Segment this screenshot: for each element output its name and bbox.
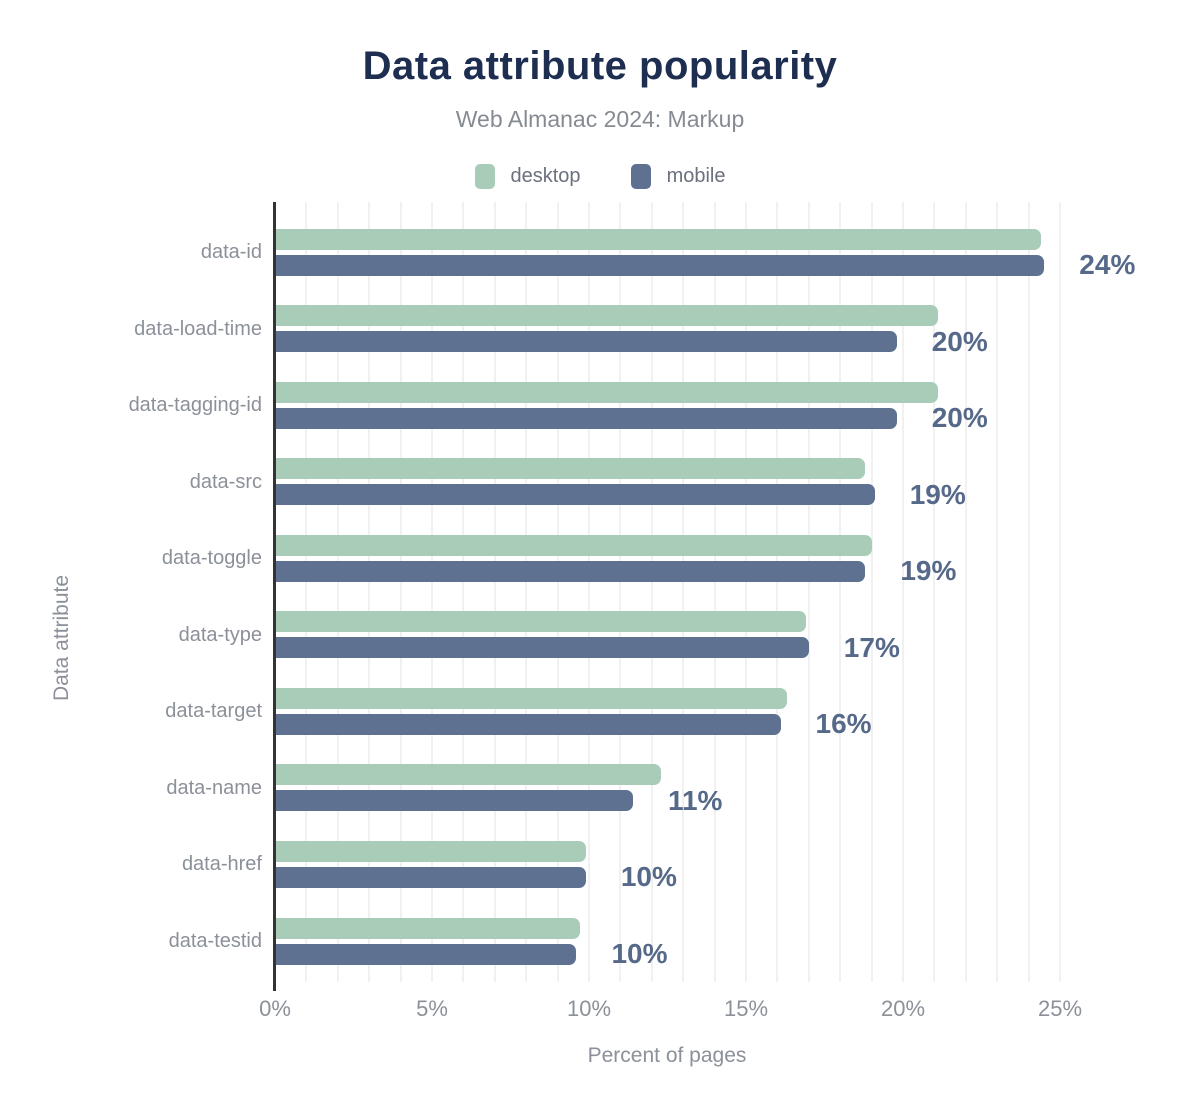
value-label-data-name: 11% xyxy=(667,784,723,816)
gridline xyxy=(493,202,496,982)
x-tick-10%: 10% xyxy=(566,996,612,1021)
category-label-data-src: data-src xyxy=(189,470,262,493)
category-label-data-testid: data-testid xyxy=(168,930,262,953)
gridline xyxy=(525,202,528,982)
legend: desktop mobile xyxy=(0,164,1200,189)
x-tick-15%: 15% xyxy=(723,996,769,1021)
category-label-data-load-time: data-load-time xyxy=(134,317,262,340)
bar-desktop-data-href xyxy=(275,840,586,862)
bar-mobile-data-href xyxy=(275,866,586,888)
bar-mobile-data-toggle xyxy=(275,560,866,582)
legend-label-mobile: mobile xyxy=(666,165,726,187)
bar-desktop-data-src xyxy=(275,458,866,480)
category-label-data-type: data-type xyxy=(178,623,262,646)
category-label-data-toggle: data-toggle xyxy=(161,547,262,570)
gridline xyxy=(588,202,590,982)
bar-desktop-data-toggle xyxy=(275,534,872,556)
gridline xyxy=(839,202,842,982)
category-label-data-href: data-href xyxy=(181,853,262,876)
bar-mobile-data-tagging-id xyxy=(275,407,897,429)
bar-desktop-data-testid xyxy=(275,917,580,939)
value-label-data-type: 17% xyxy=(843,631,900,663)
bar-mobile-data-id xyxy=(275,254,1045,276)
value-label-data-href: 10% xyxy=(620,861,677,893)
x-axis-title: Percent of pages xyxy=(587,1044,747,1067)
value-label-data-src: 19% xyxy=(909,478,966,510)
gridline xyxy=(964,202,967,982)
legend-item-desktop[interactable]: desktop xyxy=(474,164,581,189)
category-label-data-name: data-name xyxy=(166,776,262,799)
chart-title: Data attribute popularity xyxy=(362,44,838,88)
gridline xyxy=(399,202,402,982)
bar-mobile-data-load-time xyxy=(275,331,897,353)
gridline xyxy=(619,202,622,982)
bar-mobile-data-src xyxy=(275,484,875,506)
value-label-data-id: 24% xyxy=(1079,249,1136,280)
plot-area xyxy=(275,202,1061,982)
gridline xyxy=(336,202,339,982)
category-label-data-id: data-id xyxy=(200,241,262,263)
gridline xyxy=(807,202,810,982)
x-tick-0%: 0% xyxy=(259,996,291,1021)
bar-desktop-data-id xyxy=(275,228,1042,250)
gridline xyxy=(713,202,716,982)
gridline xyxy=(902,202,904,982)
value-label-data-target: 16% xyxy=(815,708,872,740)
gridline xyxy=(996,202,999,982)
x-tick-20%: 20% xyxy=(880,996,926,1021)
mobile-swatch-icon xyxy=(630,164,651,189)
gridline xyxy=(745,202,747,982)
category-label-data-tagging-id: data-tagging-id xyxy=(128,394,262,417)
x-tick-5%: 5% xyxy=(416,996,448,1021)
value-label-data-tagging-id: 20% xyxy=(931,402,988,434)
gridline xyxy=(1059,202,1061,982)
value-label-data-toggle: 19% xyxy=(900,555,957,587)
bar-desktop-data-type xyxy=(275,611,806,633)
y-axis-line xyxy=(273,202,276,991)
bar-desktop-data-tagging-id xyxy=(275,381,938,403)
x-tick-25%: 25% xyxy=(1037,996,1083,1021)
gridline xyxy=(431,202,433,982)
gridline xyxy=(305,202,308,982)
bar-mobile-data-target xyxy=(275,713,781,735)
chart-subtitle: Web Almanac 2024: Markup xyxy=(455,106,745,132)
bar-mobile-data-name xyxy=(275,790,633,812)
gridline xyxy=(556,202,559,982)
gridline xyxy=(368,202,371,982)
bar-desktop-data-name xyxy=(275,764,662,786)
gridline xyxy=(650,202,653,982)
desktop-swatch-icon xyxy=(474,164,495,189)
legend-item-mobile[interactable]: mobile xyxy=(630,164,726,189)
value-label-data-testid: 10% xyxy=(611,938,668,970)
bar-desktop-data-load-time xyxy=(275,305,938,327)
category-label-data-target: data-target xyxy=(165,700,262,723)
bar-mobile-data-type xyxy=(275,637,809,659)
gridline xyxy=(870,202,873,982)
bar-desktop-data-target xyxy=(275,687,787,709)
value-label-data-load-time: 20% xyxy=(931,325,988,357)
gridline xyxy=(1027,202,1030,982)
legend-label-desktop: desktop xyxy=(510,165,581,187)
bar-mobile-data-testid xyxy=(275,943,577,965)
gridline xyxy=(933,202,936,982)
gridline xyxy=(776,202,779,982)
gridline xyxy=(462,202,465,982)
gridline xyxy=(682,202,685,982)
